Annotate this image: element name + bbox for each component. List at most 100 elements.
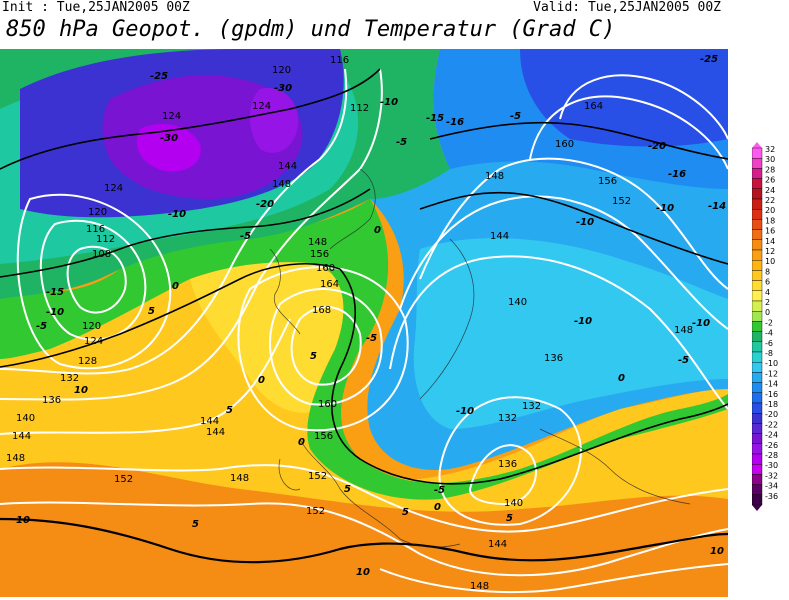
temp-label: -20 [648, 141, 666, 152]
legend-label: -2 [765, 318, 773, 327]
weather-map: 120 116 124 124 112 144 148 160 164 148 … [0, 49, 728, 597]
legend-swatch [752, 178, 763, 189]
legend-bottom-arrow [752, 505, 762, 511]
geopot-label: 148 [230, 473, 249, 484]
cyan-region [413, 238, 728, 429]
geopot-label: 144 [12, 431, 31, 442]
legend-swatch [752, 382, 763, 394]
temp-label: 5 [226, 405, 233, 416]
geopot-label: 152 [612, 196, 631, 207]
temp-label: 10 [356, 567, 370, 578]
legend-swatch [752, 259, 763, 271]
temp-label: 0 [374, 225, 381, 236]
geopot-label: 144 [490, 231, 509, 242]
legend-swatch [752, 158, 763, 169]
legend-label: 24 [765, 186, 775, 195]
geopot-label: 164 [320, 279, 339, 290]
legend-label: 10 [765, 257, 775, 266]
legend-swatch [752, 280, 763, 292]
geopot-label: 140 [504, 498, 523, 509]
legend-swatch [752, 300, 763, 312]
geopot-label: 148 [470, 581, 489, 592]
geopot-label: 112 [350, 103, 369, 114]
temp-label: -10 [46, 307, 64, 318]
legend-label: -26 [765, 441, 778, 450]
legend-swatch [752, 361, 763, 373]
legend-label: -4 [765, 329, 773, 338]
temp-label: -30 [160, 133, 178, 144]
geopot-label: 124 [162, 111, 181, 122]
temp-label: -5 [36, 321, 47, 332]
legend-swatch [752, 229, 763, 240]
geopot-label: 148 [674, 325, 693, 336]
legend-swatch [752, 484, 763, 496]
geopot-label: 160 [316, 263, 335, 274]
legend-swatch [752, 433, 763, 445]
warm-south-region [0, 462, 728, 597]
geopot-label: 160 [555, 139, 574, 150]
temperature-color-legend: 32302826242220181614121086420-2-4-6-8-10… [752, 142, 778, 511]
temp-label: -20 [256, 199, 274, 210]
legend-label: 30 [765, 155, 775, 164]
geopot-label: 152 [308, 471, 327, 482]
temp-label: 0 [258, 375, 265, 386]
geopot-label: 120 [272, 65, 291, 76]
legend-swatch [752, 239, 763, 251]
legend-labels: 32302826242220181614121086420-2-4-6-8-10… [765, 145, 778, 501]
geopot-label: 124 [84, 336, 103, 347]
geopot-label: 124 [252, 101, 271, 112]
legend-swatch [752, 402, 763, 414]
legend-swatch [752, 198, 763, 210]
temp-label: -5 [396, 137, 407, 148]
geopot-label: 148 [272, 179, 291, 190]
legend-swatch [752, 310, 763, 322]
legend-swatch [752, 474, 763, 485]
temp-label: -10 [168, 209, 186, 220]
temp-label: 0 [298, 437, 305, 448]
legend-label: 14 [765, 237, 775, 246]
temp-label: 5 [192, 519, 199, 530]
legend-swatch [752, 423, 763, 434]
legend-swatch [752, 321, 763, 332]
coastlines [269, 168, 691, 548]
temp-label: -5 [510, 111, 521, 122]
geopot-label: 160 [318, 399, 337, 410]
geopot-label: 156 [598, 176, 617, 187]
temp-label: -10 [574, 316, 592, 327]
temp-label: 5 [148, 306, 155, 317]
temp-label: -14 [708, 201, 726, 212]
legend-label: -28 [765, 451, 778, 460]
legend-label: 20 [765, 206, 775, 215]
legend-swatch [752, 464, 763, 475]
legend-label: -8 [765, 349, 773, 358]
legend-swatches [752, 142, 763, 511]
legend-label: 28 [765, 165, 775, 174]
legend-label: -22 [765, 420, 778, 429]
legend-swatch [752, 331, 763, 343]
geopot-label: 116 [330, 55, 349, 66]
temp-label: -10 [692, 318, 710, 329]
temp-label: -16 [668, 169, 686, 180]
green-band [0, 199, 728, 500]
temp-label: -16 [446, 117, 464, 128]
magenta-core-2 [249, 88, 299, 153]
geopot-label: 152 [114, 474, 133, 485]
temp-label: 5 [506, 513, 513, 524]
temp-label: 5 [310, 351, 317, 362]
geopot-label: 148 [308, 237, 327, 248]
legend-swatch [752, 270, 763, 281]
geopot-label: 116 [86, 224, 105, 235]
geopot-label: 144 [278, 161, 297, 172]
legend-label: 0 [765, 308, 770, 317]
temp-label: 5 [402, 507, 409, 518]
temp-label: -10 [380, 97, 398, 108]
geopot-label: 132 [498, 413, 517, 424]
magenta-core [136, 124, 201, 172]
geopot-label: 132 [522, 401, 541, 412]
geopot-label: 156 [314, 431, 333, 442]
legend-label: 12 [765, 247, 775, 256]
legend-label: -32 [765, 471, 778, 480]
legend-label: -30 [765, 461, 778, 470]
legend-label: 26 [765, 176, 775, 185]
temp-label: -10 [576, 217, 594, 228]
